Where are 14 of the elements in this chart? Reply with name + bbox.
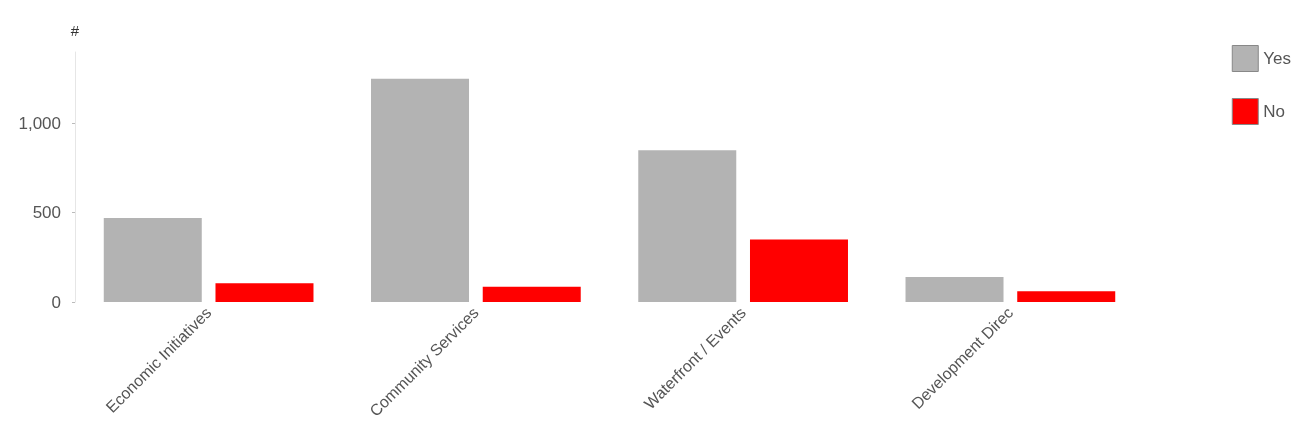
legend-label: Yes [1263, 49, 1291, 68]
bar [905, 277, 1004, 302]
y-tick-label: 0 [51, 292, 61, 312]
y-tick-label: 1,000 [18, 113, 61, 133]
y-tick-label: 500 [32, 203, 61, 223]
bar [482, 286, 581, 302]
bar [749, 239, 848, 302]
bar [215, 283, 314, 302]
bar [103, 218, 202, 302]
bar [371, 78, 470, 302]
bar [638, 150, 737, 302]
y-axis-title: # [70, 22, 80, 39]
legend-label: No [1263, 102, 1285, 121]
bar [1017, 291, 1116, 302]
